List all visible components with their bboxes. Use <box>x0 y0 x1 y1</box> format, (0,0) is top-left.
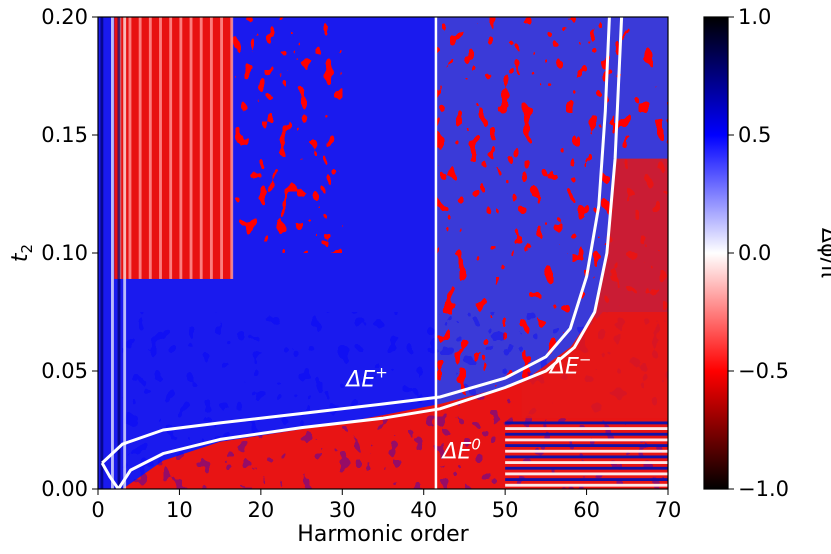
heatmap-stripe <box>505 483 668 487</box>
colorbar-tick-label: −0.5 <box>738 359 789 383</box>
annotation-text: ΔE <box>440 439 471 464</box>
curve-2 <box>117 17 624 489</box>
x-tick-label: 50 <box>492 498 519 522</box>
heatmap-stripe <box>505 455 668 459</box>
annotation-text: ΔE <box>548 354 579 379</box>
heatmap-upper-left-red <box>114 17 233 279</box>
heatmap-vertical-stripe <box>138 17 142 279</box>
y-axis-label-main: t <box>8 252 33 262</box>
x-tick-label: 30 <box>329 498 356 522</box>
annotation-superscript: − <box>579 350 592 368</box>
y-tick-label: 0.05 <box>41 359 88 383</box>
heatmap-left-line <box>117 17 121 489</box>
heatmap-vertical-stripe <box>159 17 162 279</box>
heatmap-left-line <box>123 17 127 489</box>
curve-1 <box>101 17 611 465</box>
heatmap-upper-noise <box>228 17 343 253</box>
heatmap-vertical-stripe <box>148 17 152 279</box>
annotations: ΔE+ ΔE−ΔE0 <box>344 350 591 464</box>
heatmap-stripe <box>505 444 668 447</box>
x-axis: 0 10 20 30 40 50 60 70 <box>91 489 681 522</box>
heatmap-vertical-stripe <box>189 17 193 279</box>
y-tick-label: 0.00 <box>41 477 88 501</box>
x-tick-label: 10 <box>166 498 193 522</box>
heatmap-vertical-stripe <box>179 17 183 279</box>
heatmap-stripe <box>505 478 668 481</box>
heatmap-stripe <box>505 427 668 430</box>
heatmap <box>98 17 668 489</box>
x-tick-label: 20 <box>247 498 274 522</box>
annotation-2: ΔE− <box>548 350 592 379</box>
y-tick-label: 0.20 <box>41 5 88 29</box>
heatmap-stripe <box>505 461 668 464</box>
heatmap-vertical-stripe <box>220 17 223 279</box>
x-axis-label: Harmonic order <box>297 522 469 547</box>
y-tick-label: 0.15 <box>41 123 88 147</box>
heatmap-vertical-stripe <box>199 17 203 279</box>
heatmap-right-red-region <box>521 158 668 419</box>
colorbar-tick-label: 1.0 <box>738 5 771 29</box>
colorbar-tick-label: −1.0 <box>738 477 789 501</box>
x-tick-label: 0 <box>91 498 104 522</box>
heatmap-stripe <box>505 449 668 453</box>
heatmap-stripe <box>505 432 668 436</box>
x-tick-label: 70 <box>655 498 682 522</box>
colorbar-ticks: 1.0 0.5 0.0 −0.5 −1.0 <box>728 5 789 501</box>
annotation-superscript: 0 <box>471 435 481 453</box>
annotation-3: ΔE0 <box>440 435 481 464</box>
heatmap-vertical-stripe <box>209 17 213 279</box>
y-axis: 0.00 0.05 0.10 0.15 0.20 <box>41 5 98 501</box>
curves <box>100 17 624 489</box>
heatmap-left-line <box>100 17 104 489</box>
colorbar: 1.0 0.5 0.0 −0.5 −1.0 Δϕ/π <box>703 5 831 501</box>
x-tick-label: 40 <box>410 498 437 522</box>
heatmap-left-line <box>111 17 114 489</box>
curve-3 <box>100 462 120 489</box>
x-tick-label: 60 <box>573 498 600 522</box>
colorbar-tick-label: 0.5 <box>738 123 771 147</box>
heatmap-stripe <box>505 438 668 442</box>
colorbar-tick-label: 0.0 <box>738 241 771 265</box>
heatmap-vertical-stripe <box>128 17 132 279</box>
colorbar-label: Δϕ/π <box>816 228 831 278</box>
y-tick-label: 0.10 <box>41 241 88 265</box>
annotation-text: ΔE <box>344 367 375 392</box>
y-axis-label-subscript: 2 <box>18 244 36 254</box>
annotation-1: ΔE+ <box>344 363 388 392</box>
colorbar-gradient <box>703 16 729 490</box>
heatmap-vertical-stripe <box>230 17 234 279</box>
heatmap-vertical-stripe <box>169 17 173 279</box>
heatmap-stripe <box>505 472 668 476</box>
heatmap-stripe <box>505 466 668 470</box>
heatmap-stripe <box>505 421 668 425</box>
annotation-superscript: + <box>375 363 388 381</box>
y-axis-label: t2 <box>8 244 36 262</box>
